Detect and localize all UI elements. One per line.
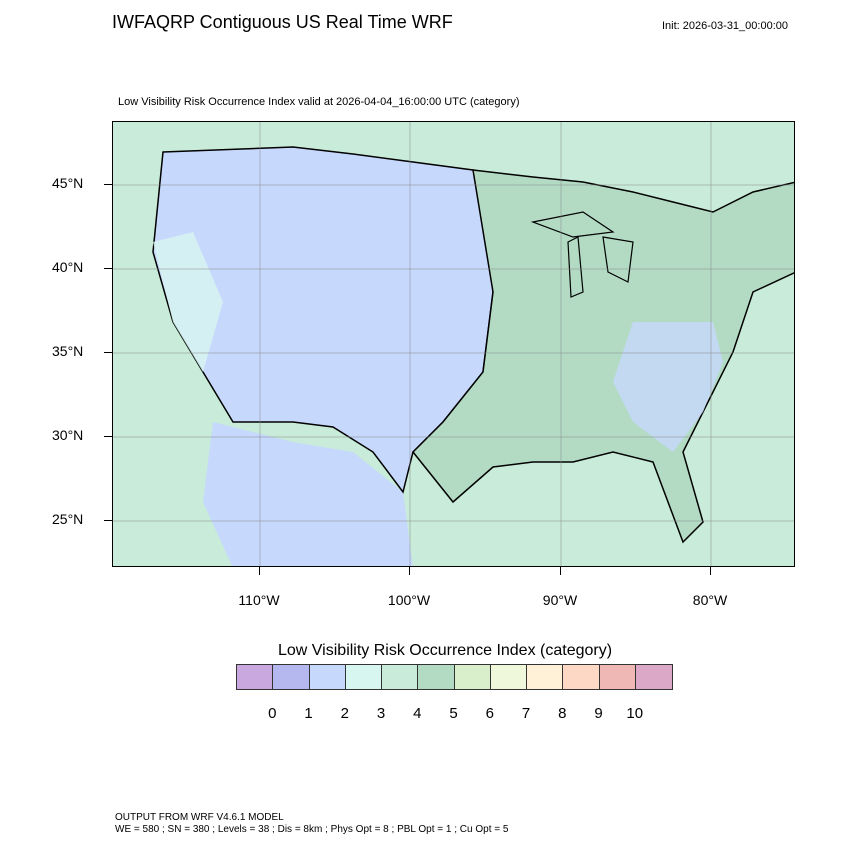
colorbar-box [563,665,600,689]
colorbar-box [345,665,382,689]
lat-label: 40°N [52,259,84,275]
colorbar-title: Low Visibility Risk Occurrence Index (ca… [278,642,613,659]
colorbar-label: 0 [268,705,277,722]
tick [104,520,112,521]
colorbar-box [490,665,527,689]
colorbar-label: 10 [626,705,644,722]
colorbar-label: 8 [558,705,567,722]
tick [560,567,561,575]
lon-label: 100°W [387,592,431,608]
colorbar-label: 1 [304,705,313,722]
colorbar-box [418,665,455,689]
tick [104,184,112,185]
lat-label: 45°N [52,175,84,191]
footer-config: WE = 580 ; SN = 380 ; Levels = 38 ; Dis … [115,824,509,835]
footer-model: OUTPUT FROM WRF V4.6.1 MODEL [115,812,284,823]
lake-superior [530,211,615,238]
colorbar-box [382,665,419,689]
lon-label: 80°W [692,592,728,608]
colorbar-box [237,665,274,689]
lake-huron [602,236,634,283]
southeast-blue [613,322,723,452]
colorbar-label: 4 [413,705,422,722]
colorbar-label: 9 [594,705,603,722]
lon-label: 110°W [238,592,280,608]
colorbar-box [527,665,564,689]
tick [104,268,112,269]
west-coast-light [153,232,223,372]
lat-label: 25°N [52,511,84,527]
tick [104,436,112,437]
graticule [113,122,794,566]
colorbar-box [599,665,636,689]
tick [259,567,260,575]
tick [409,567,410,575]
colorbar-label: 2 [340,705,349,722]
colorbar-box [273,665,310,689]
colorbar [236,664,673,690]
colorbar-label: 7 [521,705,531,722]
colorbar-label: 5 [449,705,458,722]
plot-subtitle: Low Visibility Risk Occurrence Index val… [118,96,520,108]
colorbar-box [309,665,346,689]
mexico-area [203,422,413,566]
lat-label: 30°N [52,427,84,443]
tick [104,352,112,353]
lon-label: 90°W [542,592,578,608]
colorbar-box [454,665,491,689]
colorbar-label: 6 [485,705,494,722]
conus-east [411,169,794,544]
map-panel [112,121,795,567]
colorbar-box [635,665,672,689]
init-time: Init: 2026-03-31_00:00:00 [662,20,788,32]
map-svg [113,122,794,566]
lat-label: 35°N [52,343,84,359]
tick [710,567,711,575]
plot-title: IWFAQRP Contiguous US Real Time WRF [112,12,453,32]
colorbar-label: 3 [376,705,386,722]
lake-michigan [567,236,584,298]
